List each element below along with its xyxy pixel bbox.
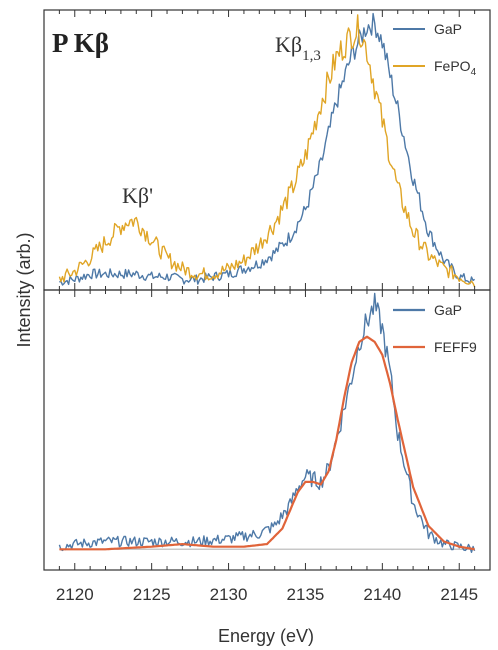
x-tick-label: 2120 (56, 585, 94, 604)
series-line-gap (58, 292, 476, 553)
legend-label-feff9: FEFF9 (434, 339, 477, 355)
y-axis-label: Intensity (arb.) (14, 232, 34, 347)
x-tick-label: 2135 (287, 585, 325, 604)
kbeta13-subscript: 1,3 (302, 48, 321, 64)
x-tick-label: 2145 (440, 585, 478, 604)
x-tick-label: 2125 (133, 585, 171, 604)
legend-label-gap-top: GaP (434, 21, 462, 37)
kbeta13-label: Kβ1,3 (275, 32, 321, 64)
x-tick-label: 2140 (363, 585, 401, 604)
series-line-fepo4 (58, 14, 476, 288)
series-line-gap (59, 12, 476, 286)
kbeta-prime-label: Kβ' (122, 183, 153, 208)
legend-label-gap-bottom: GaP (434, 302, 462, 318)
x-axis-label: Energy (eV) (218, 626, 314, 646)
legend-label-fepo4: FePO4 (434, 58, 477, 78)
panel-title: P Kβ (52, 28, 109, 58)
top-legend: GaP FePO4 (393, 21, 477, 78)
x-axis-ticks: 2120 2125 2130 2135 2140 2145 (56, 10, 478, 604)
x-tick-label: 2130 (210, 585, 248, 604)
bottom-panel-frame (43, 289, 491, 571)
bottom-plot-area (58, 292, 476, 553)
series-line-feff9 (59, 335, 475, 551)
kbeta13-main: Kβ (275, 32, 302, 57)
top-plot-area (58, 12, 476, 288)
bottom-legend: GaP FEFF9 (393, 302, 477, 355)
